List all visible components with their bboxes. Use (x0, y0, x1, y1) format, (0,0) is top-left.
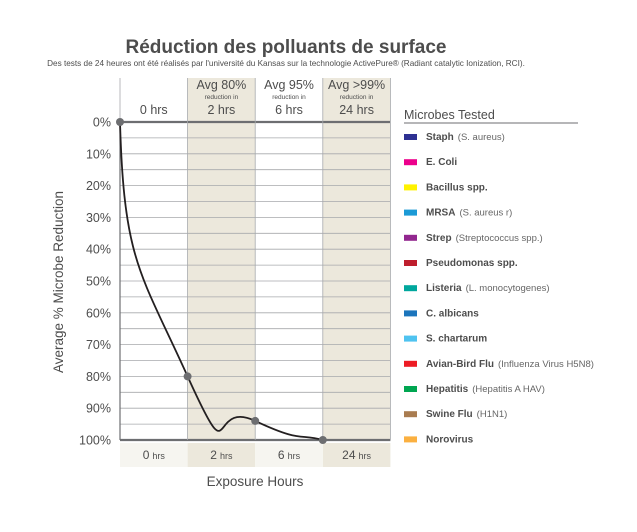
column-hours-0: 0 hrs (140, 103, 168, 117)
column-avg-2: Avg 95% (264, 78, 314, 92)
y-tick-label: 90% (86, 402, 111, 416)
x-tick-label: 2 hrs (210, 448, 233, 462)
legend-item: C. albicans (404, 308, 479, 319)
chart-title: Réduction des polluants de surface (126, 37, 447, 58)
legend: Microbes Tested Staph (S. aureus) E. Coli B… (404, 108, 594, 445)
legend-label: E. Coli (426, 157, 457, 168)
x-axis-label: Exposure Hours (207, 474, 304, 489)
legend-item: MRSA (S. aureus r) (404, 208, 512, 219)
x-tick-label: 6 hrs (278, 448, 301, 462)
legend-swatch (404, 310, 417, 317)
column-note-2: reduction in (272, 94, 306, 101)
bottom-band-0 (120, 443, 188, 467)
data-point-0 (116, 118, 124, 126)
column-hours-3: 24 hrs (339, 103, 374, 117)
column-hours-2: 6 hrs (275, 103, 303, 117)
x-tick-labels: 0 hrs 2 hrs 6 hrs 24 hrs (143, 448, 372, 462)
data-point-2 (251, 416, 260, 425)
legend-label: Norovirus (426, 434, 474, 445)
column-note-1: reduction in (205, 94, 239, 101)
legend-label: Avian-Bird Flu (Influenza Virus H5N8) (426, 359, 594, 370)
legend-label: Pseudomonas spp. (426, 258, 518, 269)
data-point-3 (318, 436, 327, 444)
header-shade-3 (322, 78, 391, 122)
legend-swatch (404, 234, 417, 241)
legend-item: Pseudomonas spp. (404, 258, 518, 269)
legend-swatch (404, 209, 417, 216)
legend-swatch (404, 436, 417, 443)
legend-item: Staph (S. aureus) (404, 132, 505, 143)
y-tick-labels: 0% 10% 20% 30% 40% 50% 60% 70% 80% 90% 100% (79, 116, 111, 448)
y-tick-label: 10% (86, 147, 111, 161)
data-series (116, 118, 327, 444)
column-avg-1: Avg 80% (196, 78, 246, 92)
legend-swatch (404, 335, 417, 342)
legend-item: Norovirus (404, 434, 474, 445)
y-tick-label: 100% (79, 434, 111, 448)
legend-item: Hepatitis (Hepatitis A HAV) (404, 384, 545, 395)
legend-label: Swine Flu (H1N1) (426, 409, 507, 420)
y-tick-label: 20% (86, 179, 111, 193)
y-axis-label: Average % Microbe Reduction (51, 191, 66, 373)
legend-swatch (404, 386, 417, 392)
legend-item: E. Coli (404, 157, 457, 168)
column-note-3: reduction in (340, 94, 374, 101)
legend-swatch (404, 184, 417, 191)
y-tick-label: 30% (86, 211, 111, 225)
legend-item: Strep (Streptococcus spp.) (404, 233, 543, 244)
legend-title: Microbes Tested (404, 108, 495, 122)
series-line (119, 121, 324, 441)
legend-label: Hepatitis (Hepatitis A HAV) (426, 384, 545, 395)
legend-label: S. chartarum (426, 334, 487, 345)
legend-swatch (404, 159, 417, 166)
legend-item: S. chartarum (404, 334, 487, 345)
y-tick-label: 70% (86, 338, 111, 352)
legend-item: Swine Flu (H1N1) (404, 409, 507, 420)
bottom-shade-3 (322, 443, 391, 467)
header-shade-1 (187, 78, 256, 122)
legend-swatch (404, 285, 417, 292)
legend-swatch (404, 411, 417, 418)
legend-item: Listeria (L. monocytogenes) (404, 283, 550, 294)
column-hours-1: 2 hrs (208, 103, 236, 117)
legend-item: Bacillus spp. (404, 182, 488, 193)
legend-label: Bacillus spp. (426, 182, 488, 193)
legend-swatch (404, 134, 417, 140)
chart-subtitle: Des tests de 24 heures ont été réalisés … (47, 59, 525, 68)
legend-label: C. albicans (426, 308, 479, 319)
bottom-band-2 (255, 443, 323, 467)
legend-swatch (404, 260, 417, 266)
x-tick-label: 0 hrs (143, 448, 166, 462)
legend-label: Listeria (L. monocytogenes) (426, 283, 550, 294)
legend-label: Staph (S. aureus) (426, 132, 505, 143)
y-tick-label: 60% (86, 306, 111, 320)
column-headers: 0 hrs Avg 80% reduction in 2 hrs Avg 95% redu… (140, 78, 385, 117)
bottom-shade-1 (187, 443, 256, 467)
y-tick-label: 40% (86, 243, 111, 257)
legend-swatch (404, 360, 417, 367)
y-tick-label: 80% (86, 370, 111, 384)
column-avg-3: Avg >99% (328, 78, 385, 92)
legend-item: Avian-Bird Flu (Influenza Virus H5N8) (404, 359, 594, 370)
x-tick-label: 24 hrs (342, 448, 371, 462)
legend-label: MRSA (S. aureus r) (426, 208, 512, 219)
y-tick-label: 50% (86, 275, 111, 289)
y-tick-label: 0% (93, 116, 111, 130)
data-point-1 (183, 372, 192, 381)
legend-label: Strep (Streptococcus spp.) (426, 233, 543, 244)
